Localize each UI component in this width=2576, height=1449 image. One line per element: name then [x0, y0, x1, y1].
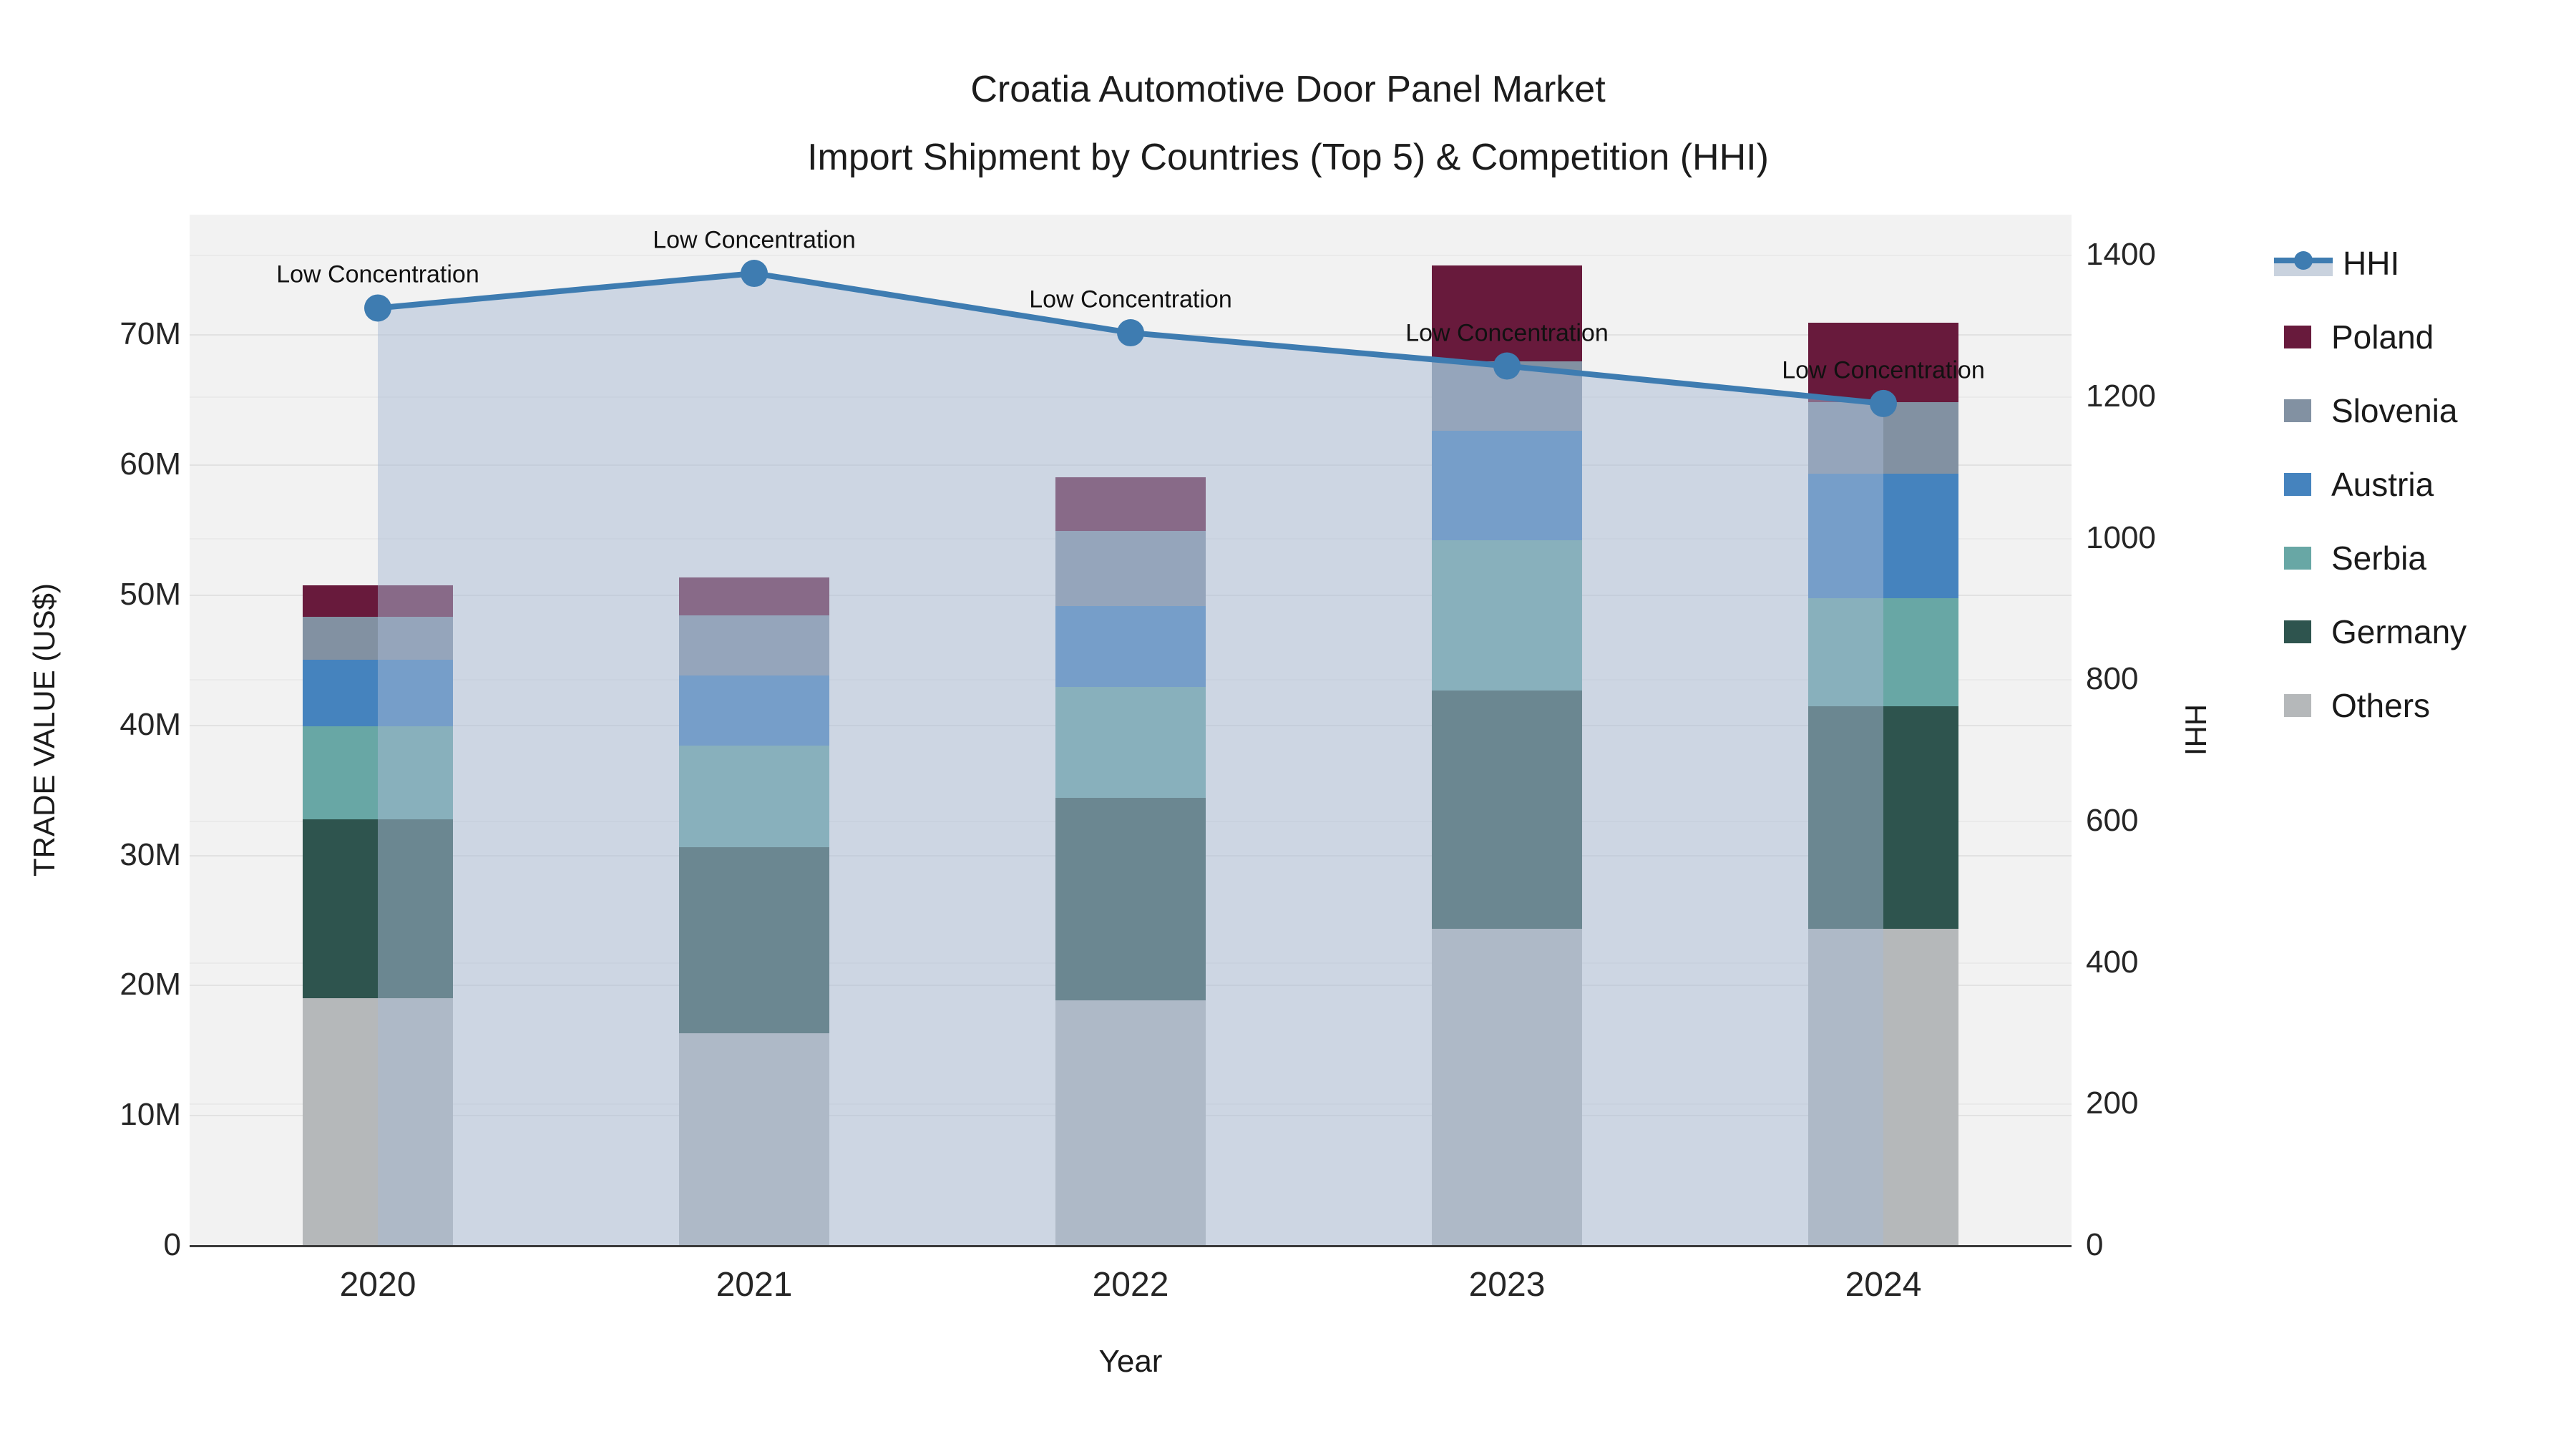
bar-segment-serbia-2024[interactable] — [1808, 598, 1958, 707]
y-left-tick-30M: 30M — [119, 836, 181, 872]
legend-swatch-poland — [2284, 326, 2311, 348]
bar-segment-others-2024[interactable] — [1808, 929, 1958, 1245]
y-right-tick-600: 600 — [2086, 803, 2139, 838]
bar-segment-austria-2024[interactable] — [1808, 473, 1958, 599]
x-tick-2022: 2022 — [1092, 1266, 1169, 1304]
annotation-low-concentration-2024: Low Concentration — [1782, 356, 1985, 384]
bar-segment-poland-2022[interactable] — [1055, 477, 1206, 531]
y-left-tick-50M: 50M — [119, 576, 181, 612]
legend-item-poland[interactable]: Poland — [2274, 301, 2434, 373]
bar-segment-slovenia-2022[interactable] — [1055, 530, 1206, 607]
legend-item-hhi[interactable]: HHI — [2274, 228, 2399, 299]
gridline-right-1200 — [190, 396, 2072, 398]
y-right-tick-800: 800 — [2086, 661, 2139, 697]
bar-segment-poland-2020[interactable] — [303, 585, 453, 617]
hhi-marker-2022[interactable] — [1117, 319, 1144, 347]
y-axis-title-left: TRADE VALUE (US$) — [27, 583, 61, 877]
y-right-tick-1000: 1000 — [2086, 519, 2156, 555]
legend-label-serbia: Serbia — [2331, 540, 2426, 577]
bar-segment-others-2023[interactable] — [1432, 929, 1582, 1245]
y-right-tick-1200: 1200 — [2086, 379, 2156, 414]
y-axis-title-right: HHI — [2179, 703, 2212, 756]
bar-segment-austria-2022[interactable] — [1055, 606, 1206, 687]
y-left-tick-10M: 10M — [119, 1097, 181, 1133]
legend-item-others[interactable]: Others — [2274, 670, 2430, 741]
x-tick-2021: 2021 — [716, 1266, 793, 1304]
chart-title-line1: Croatia Automotive Door Panel Market — [970, 69, 1606, 110]
bar-segment-germany-2020[interactable] — [303, 819, 453, 998]
y-right-tick-1400: 1400 — [2086, 237, 2156, 273]
x-tick-2020: 2020 — [339, 1266, 416, 1304]
legend-swatch-slovenia — [2284, 399, 2311, 422]
x-tick-2023: 2023 — [1468, 1266, 1546, 1304]
x-axis-title: Year — [1098, 1344, 1163, 1379]
bar-segment-serbia-2022[interactable] — [1055, 687, 1206, 798]
chart-title: Croatia Automotive Door Panel Market Imp… — [0, 56, 2576, 192]
bar-segment-poland-2023[interactable] — [1432, 265, 1582, 362]
bar-segment-serbia-2020[interactable] — [303, 726, 453, 820]
legend-item-serbia[interactable]: Serbia — [2274, 522, 2426, 594]
legend-swatch-serbia — [2284, 547, 2311, 570]
hhi-marker-2024[interactable] — [1870, 389, 1897, 417]
y-right-tick-200: 200 — [2086, 1085, 2139, 1121]
y-left-tick-60M: 60M — [119, 447, 181, 482]
bar-segment-austria-2020[interactable] — [303, 659, 453, 726]
hhi-marker-2020[interactable] — [364, 294, 391, 322]
y-left-tick-20M: 20M — [119, 967, 181, 1002]
bar-segment-others-2020[interactable] — [303, 997, 453, 1245]
legend-swatch-others — [2284, 694, 2311, 717]
legend-label-austria: Austria — [2331, 466, 2434, 503]
x-tick-2024: 2024 — [1845, 1266, 1922, 1304]
legend-label-poland: Poland — [2331, 318, 2434, 356]
chart-title-line2: Import Shipment by Countries (Top 5) & C… — [807, 137, 1769, 178]
y-right-tick-400: 400 — [2086, 944, 2139, 980]
x-axis-line — [190, 1245, 2072, 1247]
legend-swatch-austria — [2284, 473, 2311, 496]
gridline-right-1400 — [190, 255, 2072, 257]
annotation-low-concentration-2023: Low Concentration — [1405, 319, 1609, 346]
y-left-tick-70M: 70M — [119, 316, 181, 352]
bar-segment-slovenia-2021[interactable] — [679, 615, 829, 675]
bar-segment-others-2022[interactable] — [1055, 1000, 1206, 1245]
hhi-marker-2021[interactable] — [741, 260, 768, 288]
y-left-tick-40M: 40M — [119, 706, 181, 742]
y-left-tick-0: 0 — [163, 1227, 181, 1262]
annotation-low-concentration-2020: Low Concentration — [276, 260, 479, 288]
bar-segment-slovenia-2020[interactable] — [303, 616, 453, 660]
hhi-line-legend-icon — [2274, 248, 2333, 279]
y-right-tick-0: 0 — [2086, 1227, 2104, 1262]
legend-item-germany[interactable]: Germany — [2274, 596, 2467, 668]
legend-label-germany: Germany — [2331, 613, 2467, 650]
legend-item-austria[interactable]: Austria — [2274, 449, 2434, 520]
legend-item-slovenia[interactable]: Slovenia — [2274, 375, 2457, 447]
legend-label-slovenia: Slovenia — [2331, 392, 2458, 429]
bar-segment-poland-2021[interactable] — [679, 577, 829, 615]
bar-segment-germany-2023[interactable] — [1432, 691, 1582, 930]
bar-segment-germany-2022[interactable] — [1055, 797, 1206, 1001]
legend-label-hhi: HHI — [2343, 245, 2400, 282]
annotation-low-concentration-2022: Low Concentration — [1029, 286, 1232, 313]
bar-segment-others-2021[interactable] — [679, 1033, 829, 1245]
legend-swatch-germany — [2284, 620, 2311, 643]
legend-label-others: Others — [2331, 687, 2431, 724]
gridline-left-60M — [190, 464, 2072, 467]
bar-segment-austria-2021[interactable] — [679, 675, 829, 746]
bar-segment-serbia-2021[interactable] — [679, 745, 829, 847]
annotation-low-concentration-2021: Low Concentration — [653, 226, 856, 254]
bar-segment-austria-2023[interactable] — [1432, 430, 1582, 540]
bar-segment-serbia-2023[interactable] — [1432, 540, 1582, 691]
hhi-marker-2023[interactable] — [1493, 352, 1521, 380]
bar-segment-germany-2024[interactable] — [1808, 706, 1958, 930]
bar-segment-germany-2021[interactable] — [679, 847, 829, 1033]
